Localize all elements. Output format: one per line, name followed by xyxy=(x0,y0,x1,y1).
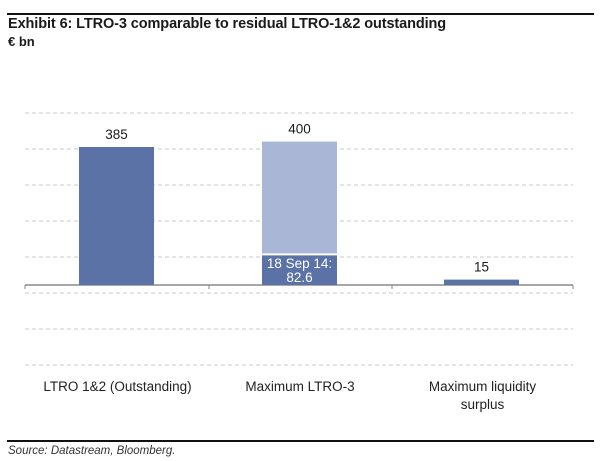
bar-segment xyxy=(444,279,519,285)
unit-label: € bn xyxy=(8,34,35,49)
category-label-2: Maximum LTRO-3 xyxy=(245,379,355,394)
bar-chart: 385 18 Sep 14:82.6 400 15 xyxy=(24,112,574,366)
bar-segment xyxy=(262,255,337,285)
bottom-rule xyxy=(7,440,594,442)
top-rule xyxy=(7,13,594,15)
category-label-1: LTRO 1&2 (Outstanding) xyxy=(43,379,192,394)
segment-label: 82.6 xyxy=(286,270,312,285)
data-label: 385 xyxy=(105,127,128,142)
source-note: Source: Datastream, Bloomberg. xyxy=(8,445,176,457)
category-label-3: Maximum liquidity surplus xyxy=(428,379,537,412)
data-label: 15 xyxy=(474,260,489,275)
segment-label: 18 Sep 14: xyxy=(267,256,332,271)
chart-title: Exhibit 6: LTRO-3 comparable to residual… xyxy=(8,16,447,32)
bar-segment xyxy=(79,147,154,285)
bar-segment xyxy=(262,141,337,254)
data-label: 400 xyxy=(288,122,311,137)
